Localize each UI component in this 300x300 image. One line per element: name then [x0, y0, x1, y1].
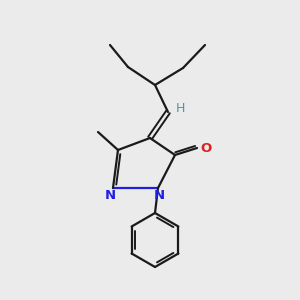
Text: O: O	[200, 142, 211, 154]
Text: N: N	[153, 189, 165, 202]
Text: N: N	[104, 189, 116, 202]
Text: H: H	[176, 103, 185, 116]
